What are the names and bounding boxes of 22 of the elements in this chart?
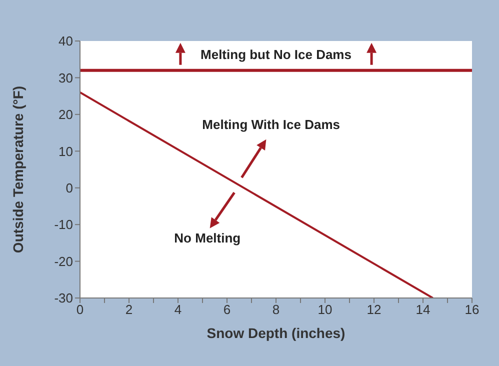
x-tick-label: 0: [76, 302, 84, 318]
x-tick-label: 14: [416, 302, 430, 318]
y-tick-label: 40: [58, 34, 73, 49]
x-tick-label: 10: [318, 302, 332, 318]
y-tick-label: 0: [66, 180, 73, 196]
x-tick-label: 16: [464, 302, 480, 318]
y-tick-label: -10: [54, 217, 73, 232]
x-tick-label: 4: [174, 302, 182, 318]
annotation: Melting but No Ice Dams: [200, 47, 352, 62]
x-tick-label: 8: [272, 302, 280, 318]
y-tick-label: 20: [58, 107, 73, 122]
annotation: No Melting: [174, 230, 241, 246]
y-tick-label: -30: [54, 290, 73, 306]
annotation: Melting With Ice Dams: [202, 116, 340, 132]
y-axis-title: Outside Temperature (°F): [10, 86, 26, 254]
x-tick-label: 12: [366, 302, 382, 318]
y-tick-label: 30: [58, 70, 73, 86]
x-axis-title: Snow Depth (inches): [206, 325, 346, 341]
x-tick-label: 6: [223, 302, 231, 318]
x-tick-label: 2: [125, 302, 133, 318]
y-tick-label: 10: [58, 144, 73, 159]
y-tick-label: -20: [54, 254, 73, 269]
